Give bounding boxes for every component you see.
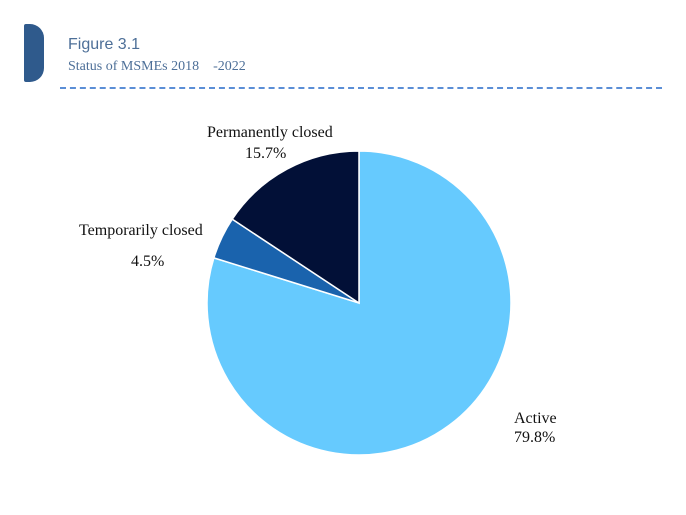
figure-label: Figure 3.1 <box>68 36 141 53</box>
figure-title: Status of MSMEs 2018 -2022 <box>68 59 246 74</box>
slice-value-active: 79.8% <box>514 429 555 446</box>
pie-slices <box>206 150 512 456</box>
slice-value-temporarily-closed: 4.5% <box>131 253 164 270</box>
pie-slice-permanently-closed <box>231 150 360 305</box>
slice-label-active: Active <box>514 410 557 427</box>
header-accent-tab <box>24 24 44 82</box>
slice-label-permanently-closed: Permanently closed <box>207 124 333 141</box>
slice-label-temporarily-closed: Temporarily closed <box>79 222 203 239</box>
slice-value-permanently-closed: 15.7% <box>245 145 286 162</box>
header-divider <box>60 87 662 89</box>
